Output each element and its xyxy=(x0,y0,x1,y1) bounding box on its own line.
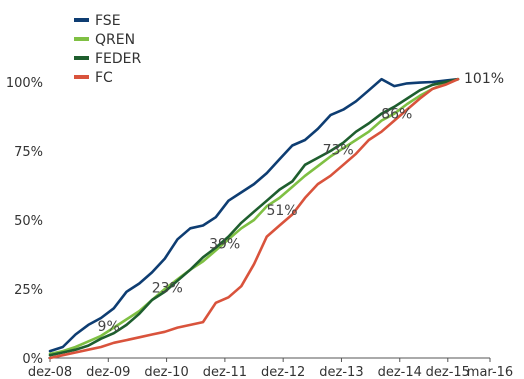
data-label: 73% xyxy=(323,143,354,159)
legend-label: QREN xyxy=(95,32,135,48)
x-tick-label: dez-14 xyxy=(378,365,422,379)
y-tick-label: 50% xyxy=(14,214,43,229)
x-tick-label: dez-11 xyxy=(203,365,247,379)
data-label: 23% xyxy=(152,281,183,297)
data-label: 51% xyxy=(266,203,297,219)
y-tick-label: 100% xyxy=(6,76,43,91)
axes: 0% 25% 50% 75% 100% dez-08 dez-09 dez-10 dez-11 d… xyxy=(6,76,513,379)
series-line-fc xyxy=(48,77,460,360)
legend-label: FEDER xyxy=(95,51,142,67)
x-tick-label: dez-10 xyxy=(144,365,188,379)
legend-label: FSE xyxy=(95,13,121,29)
y-tick-label: 25% xyxy=(14,283,43,298)
x-tick-label: dez-15 xyxy=(426,365,470,379)
data-label: 9% xyxy=(98,319,120,335)
x-tick-label: dez-13 xyxy=(319,365,363,379)
x-tick-label: dez-08 xyxy=(28,365,72,379)
series-line-feder xyxy=(48,77,460,357)
series-line-qren xyxy=(48,77,460,356)
y-tick-label: 0% xyxy=(22,352,43,367)
x-tick-label: dez-12 xyxy=(261,365,305,379)
x-tick-label: mar-16 xyxy=(467,365,513,379)
y-tick-label: 75% xyxy=(14,145,43,160)
legend: FSE QREN FEDER FC xyxy=(74,13,142,86)
series-line-fse xyxy=(48,77,460,353)
legend-label: FC xyxy=(95,70,113,86)
annotations: 9% 23% 39% 51% 73% 86% 101% xyxy=(98,71,504,335)
series-layer xyxy=(48,77,460,360)
x-tick-label: dez-09 xyxy=(86,365,130,379)
data-label: 39% xyxy=(209,236,240,252)
data-label: 86% xyxy=(381,107,412,123)
data-label: 101% xyxy=(464,71,504,87)
